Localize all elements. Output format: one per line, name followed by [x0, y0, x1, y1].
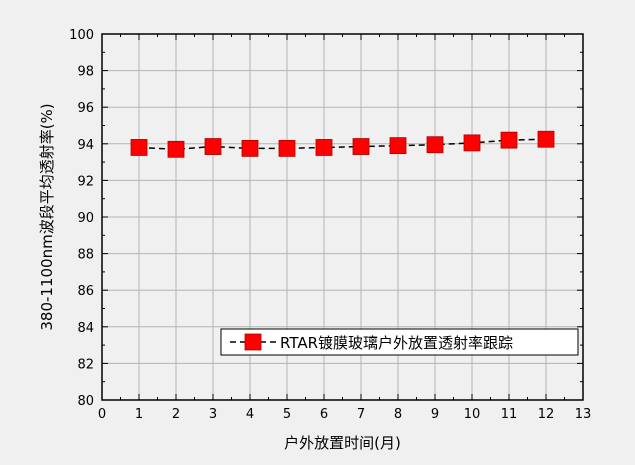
data-point	[204, 138, 222, 155]
y-tick-label: 84	[77, 321, 94, 336]
x-tick-label: 7	[357, 407, 365, 422]
series-line	[138, 138, 547, 151]
x-tick-label: 2	[172, 407, 180, 422]
y-tick-label: 92	[77, 174, 94, 189]
legend-label: RTAR镀膜玻璃户外放置透射率跟踪	[280, 334, 513, 352]
x-tick-label: 0	[98, 407, 106, 422]
x-tick-label: 13	[575, 407, 592, 422]
x-tick-label: 10	[464, 407, 481, 422]
y-tick-label: 86	[77, 284, 94, 299]
x-tick-label: 3	[209, 407, 217, 422]
x-tick-label: 5	[283, 407, 291, 422]
y-tick-label: 94	[77, 138, 94, 153]
data-point	[315, 139, 333, 156]
x-axis-title: 户外放置时间(月)	[284, 434, 401, 452]
x-tick-label: 12	[538, 407, 555, 422]
data-point	[241, 139, 259, 157]
data-point	[167, 140, 185, 158]
grid	[102, 34, 583, 400]
x-tick-label: 4	[246, 407, 254, 422]
legend-box	[220, 328, 579, 356]
x-tick-label: 1	[135, 407, 143, 422]
data-point	[352, 138, 370, 155]
series-group	[130, 130, 555, 158]
y-tick-label: 96	[77, 101, 94, 116]
data-point	[500, 131, 518, 149]
data-point	[278, 139, 296, 157]
y-tick-label: 88	[77, 248, 94, 263]
data-point	[426, 136, 444, 154]
data-point	[537, 130, 555, 148]
legend-marker-swatch	[244, 333, 262, 351]
y-axis-title: 380-1100nm波段平均透射率(%)	[38, 103, 56, 330]
y-tick-label: 80	[77, 394, 94, 409]
y-tick-label: 100	[69, 28, 94, 43]
plot-frame	[101, 33, 584, 401]
x-tick-label: 8	[394, 407, 402, 422]
x-tick-label: 9	[431, 407, 439, 422]
y-tick-label: 90	[77, 211, 94, 226]
data-point	[463, 134, 481, 152]
y-tick-label: 98	[77, 65, 94, 80]
data-point	[389, 137, 407, 155]
tick-labels: 0 1 2 3 4 5 6 7 8 9 10 11 12 138082848688909294969810…	[69, 28, 591, 422]
x-tick-label: 6	[320, 407, 328, 422]
data-point	[130, 139, 148, 156]
x-tick-label: 11	[501, 407, 518, 422]
y-tick-label: 82	[77, 357, 94, 372]
legend: RTAR镀膜玻璃户外放置透射率跟踪	[220, 328, 579, 356]
